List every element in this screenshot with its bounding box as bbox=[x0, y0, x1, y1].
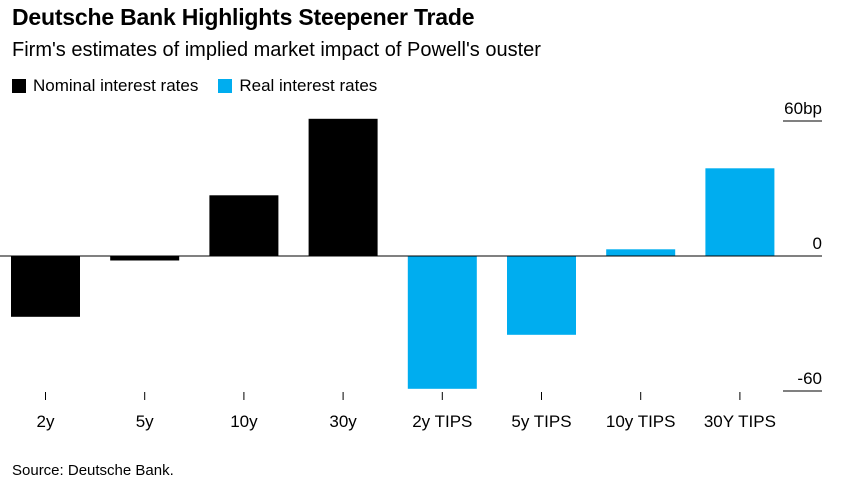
chart-title: Deutsche Bank Highlights Steepener Trade bbox=[12, 4, 475, 30]
x-tick-label: 5y bbox=[136, 412, 154, 431]
legend-item-real: Real interest rates bbox=[218, 76, 377, 96]
x-tick-label: 10y bbox=[230, 412, 258, 431]
chart-subtitle: Firm's estimates of implied market impac… bbox=[12, 39, 541, 61]
x-tick-label: 5y TIPS bbox=[511, 412, 571, 431]
bar-2y bbox=[11, 256, 80, 317]
legend-item-nominal: Nominal interest rates bbox=[12, 76, 198, 96]
legend-swatch-nominal bbox=[12, 79, 26, 93]
bar-5y-tips bbox=[507, 256, 576, 335]
bar-30y-tips bbox=[705, 168, 775, 257]
legend-swatch-real bbox=[218, 79, 233, 93]
chart-legend: Nominal interest rates Real interest rat… bbox=[12, 76, 397, 96]
bar-30y bbox=[308, 118, 378, 257]
legend-label-real: Real interest rates bbox=[239, 76, 378, 95]
legend-label-nominal: Nominal interest rates bbox=[33, 76, 199, 95]
bar-10y-tips bbox=[606, 249, 676, 257]
source-note: Source: Deutsche Bank. bbox=[12, 462, 174, 479]
bar-5y bbox=[110, 256, 180, 261]
x-tick-label: 30Y TIPS bbox=[704, 412, 776, 431]
x-tick-label: 2y bbox=[37, 412, 55, 431]
x-tick-label: 10y TIPS bbox=[606, 412, 676, 431]
x-tick-label: 30y bbox=[329, 412, 357, 431]
y-tick-label: -60 bbox=[797, 369, 822, 388]
x-tick-label: 2y TIPS bbox=[412, 412, 472, 431]
y-tick-label: 60bp bbox=[784, 99, 822, 118]
bar-10y bbox=[209, 195, 279, 257]
y-tick-label: 0 bbox=[813, 234, 822, 253]
bar-2y-tips bbox=[407, 256, 477, 389]
